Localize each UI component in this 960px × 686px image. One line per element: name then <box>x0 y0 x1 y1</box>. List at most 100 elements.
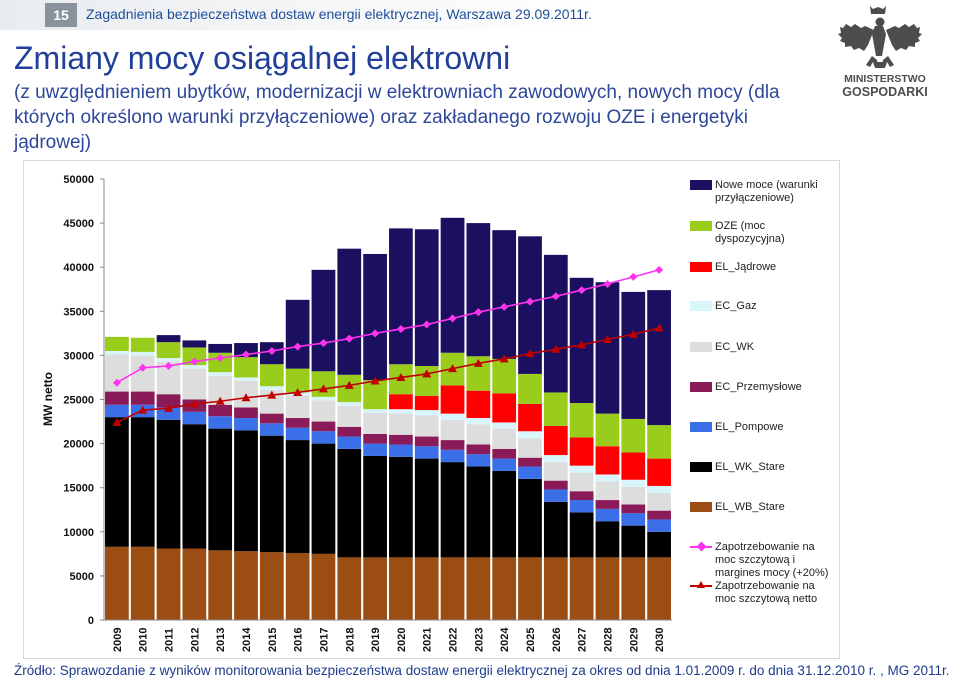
bar-segment <box>414 557 439 620</box>
diamond-marker <box>267 346 276 355</box>
diamond-marker <box>345 334 354 343</box>
demand-line <box>116 269 660 384</box>
y-tick-label: 35000 <box>63 306 94 318</box>
legend-label: Zapotrzebowanie na moc szczytową netto <box>715 580 818 605</box>
triangle-marker-icon <box>697 581 705 588</box>
diamond-marker <box>448 314 457 323</box>
bar-segment <box>285 395 310 419</box>
y-tick-label: 30000 <box>63 350 94 362</box>
bar-segment <box>234 418 258 431</box>
bar-segment <box>440 385 465 414</box>
bar-segment <box>156 342 181 359</box>
bar-segment <box>156 419 181 549</box>
bar-segment <box>234 357 258 378</box>
y-tick-label: 40000 <box>63 262 94 274</box>
bar-segment <box>285 427 310 441</box>
triangle-marker <box>370 376 380 385</box>
bar-segment <box>208 416 233 429</box>
bar-segment <box>130 546 155 620</box>
bar-segment <box>595 521 620 558</box>
bar-segment <box>518 466 542 479</box>
y-tick-label: 0 <box>88 615 94 627</box>
slide-title: Zmiany mocy osiągalnej elektrowni <box>14 40 511 76</box>
triangle-marker <box>241 393 251 402</box>
x-tick-label: 2029 <box>628 628 640 652</box>
bar-segment <box>466 390 491 419</box>
bar-segment <box>414 458 439 558</box>
bar-segment <box>621 418 646 453</box>
bar-segment <box>569 557 594 620</box>
bar-segment <box>285 440 310 553</box>
bar-segment <box>182 368 207 400</box>
bar-segment <box>311 421 336 432</box>
diamond-marker <box>371 329 380 338</box>
bar-segment <box>363 455 387 558</box>
ministry-logo-text: MINISTERSTWO GOSPODARKI <box>826 73 944 99</box>
bar-segment <box>543 392 568 426</box>
bar-segment <box>182 365 207 369</box>
bar-segment <box>363 253 387 381</box>
bar-segment <box>466 444 491 455</box>
bar-segment <box>543 254 568 393</box>
bar-segment <box>208 404 233 417</box>
bar-segment <box>621 486 646 505</box>
bar-segment <box>543 425 568 456</box>
bar-segment <box>647 510 671 520</box>
bar-segment <box>466 424 491 445</box>
bar-segment <box>647 458 671 486</box>
bar-segment <box>285 299 310 369</box>
legend-label: EC_Przemysłowe <box>715 381 802 393</box>
y-tick-label: 15000 <box>63 483 94 495</box>
white-eagle-emblem-icon <box>838 6 922 68</box>
diamond-marker <box>500 302 509 311</box>
bar-segment <box>492 422 517 429</box>
x-tick-label: 2014 <box>241 627 253 652</box>
diamond-marker <box>655 265 664 274</box>
bar-segment <box>156 358 181 362</box>
bar-segment <box>543 501 568 558</box>
legend-swatch <box>690 342 712 352</box>
source-note: Źródło: Sprawozdanie z wyników monitorow… <box>14 663 950 678</box>
bar-segment <box>363 443 387 456</box>
x-tick-label: 2026 <box>551 628 563 652</box>
x-tick-label: 2010 <box>138 628 150 652</box>
triangle-marker <box>189 399 199 408</box>
bar-segment <box>466 223 491 357</box>
bar-segment <box>647 492 671 511</box>
bar-segment <box>595 508 620 522</box>
x-tick-label: 2019 <box>370 628 382 652</box>
bar-segment <box>595 282 620 414</box>
bar-segment <box>337 436 362 449</box>
chart-frame <box>23 160 840 659</box>
bar-segment <box>259 435 284 553</box>
bar-segment <box>311 269 336 372</box>
bar-segment <box>595 474 620 482</box>
bar-segment <box>363 412 387 434</box>
bar-segment <box>414 446 439 459</box>
bar-segment <box>621 291 646 419</box>
bar-segment <box>647 485 671 493</box>
legend-swatch <box>690 502 712 512</box>
bar-segment <box>208 428 233 551</box>
bar-segment <box>492 470 517 558</box>
legend-swatch <box>690 462 712 472</box>
bar-segment <box>182 548 207 620</box>
bar-segment <box>130 355 155 392</box>
bar-segment <box>492 230 517 359</box>
legend-swatch <box>690 382 712 392</box>
bar-segment <box>311 396 336 401</box>
y-tick-label: 10000 <box>63 527 94 539</box>
triangle-marker <box>473 358 483 367</box>
bar-segment <box>182 411 207 425</box>
bar-segment <box>105 350 129 355</box>
bar-segment <box>285 418 310 428</box>
x-tick-label: 2025 <box>525 628 537 652</box>
bar-segment <box>466 454 491 467</box>
demand-line <box>116 327 660 424</box>
bar-segment <box>311 371 336 397</box>
bar-segment <box>569 512 594 558</box>
page-number: 15 <box>45 3 77 27</box>
bar-segment <box>311 431 336 444</box>
legend-label: Nowe moce (warunki przyłączeniowe) <box>715 179 818 204</box>
x-tick-label: 2022 <box>448 628 460 652</box>
